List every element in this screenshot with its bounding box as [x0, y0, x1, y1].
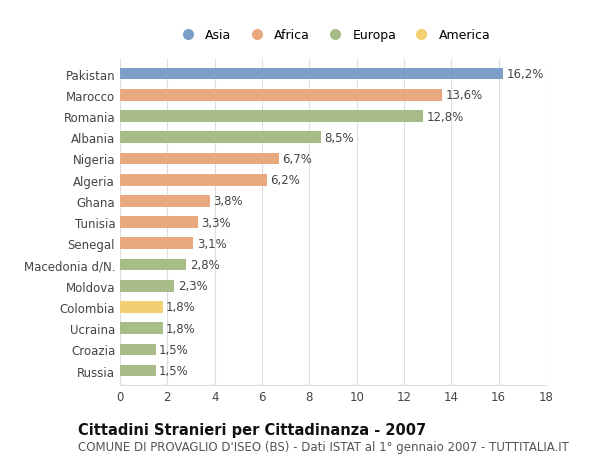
Bar — [120, 90, 442, 101]
Bar — [120, 111, 423, 123]
Bar — [120, 196, 210, 207]
Text: 6,7%: 6,7% — [282, 153, 312, 166]
Bar — [120, 69, 503, 80]
Bar — [120, 302, 163, 313]
Text: 1,8%: 1,8% — [166, 301, 196, 314]
Text: Cittadini Stranieri per Cittadinanza - 2007: Cittadini Stranieri per Cittadinanza - 2… — [78, 422, 426, 437]
Text: 2,8%: 2,8% — [190, 258, 220, 271]
Legend: Asia, Africa, Europa, America: Asia, Africa, Europa, America — [173, 27, 493, 45]
Bar — [120, 132, 321, 144]
Bar — [120, 280, 175, 292]
Bar — [120, 323, 163, 334]
Bar — [120, 217, 198, 229]
Bar — [120, 153, 278, 165]
Text: 3,8%: 3,8% — [214, 195, 243, 208]
Text: 1,5%: 1,5% — [159, 364, 189, 377]
Bar — [120, 174, 267, 186]
Text: 1,5%: 1,5% — [159, 343, 189, 356]
Text: 1,8%: 1,8% — [166, 322, 196, 335]
Text: 3,1%: 3,1% — [197, 237, 227, 250]
Text: 3,3%: 3,3% — [202, 216, 231, 229]
Text: 12,8%: 12,8% — [427, 110, 464, 123]
Text: 6,2%: 6,2% — [270, 174, 300, 187]
Text: COMUNE DI PROVAGLIO D'ISEO (BS) - Dati ISTAT al 1° gennaio 2007 - TUTTITALIA.IT: COMUNE DI PROVAGLIO D'ISEO (BS) - Dati I… — [78, 441, 569, 453]
Bar — [120, 238, 193, 250]
Bar — [120, 259, 186, 271]
Text: 8,5%: 8,5% — [325, 131, 355, 145]
Text: 2,3%: 2,3% — [178, 280, 208, 292]
Text: 16,2%: 16,2% — [507, 68, 544, 81]
Bar — [120, 365, 155, 376]
Bar — [120, 344, 155, 355]
Text: 13,6%: 13,6% — [445, 89, 482, 102]
